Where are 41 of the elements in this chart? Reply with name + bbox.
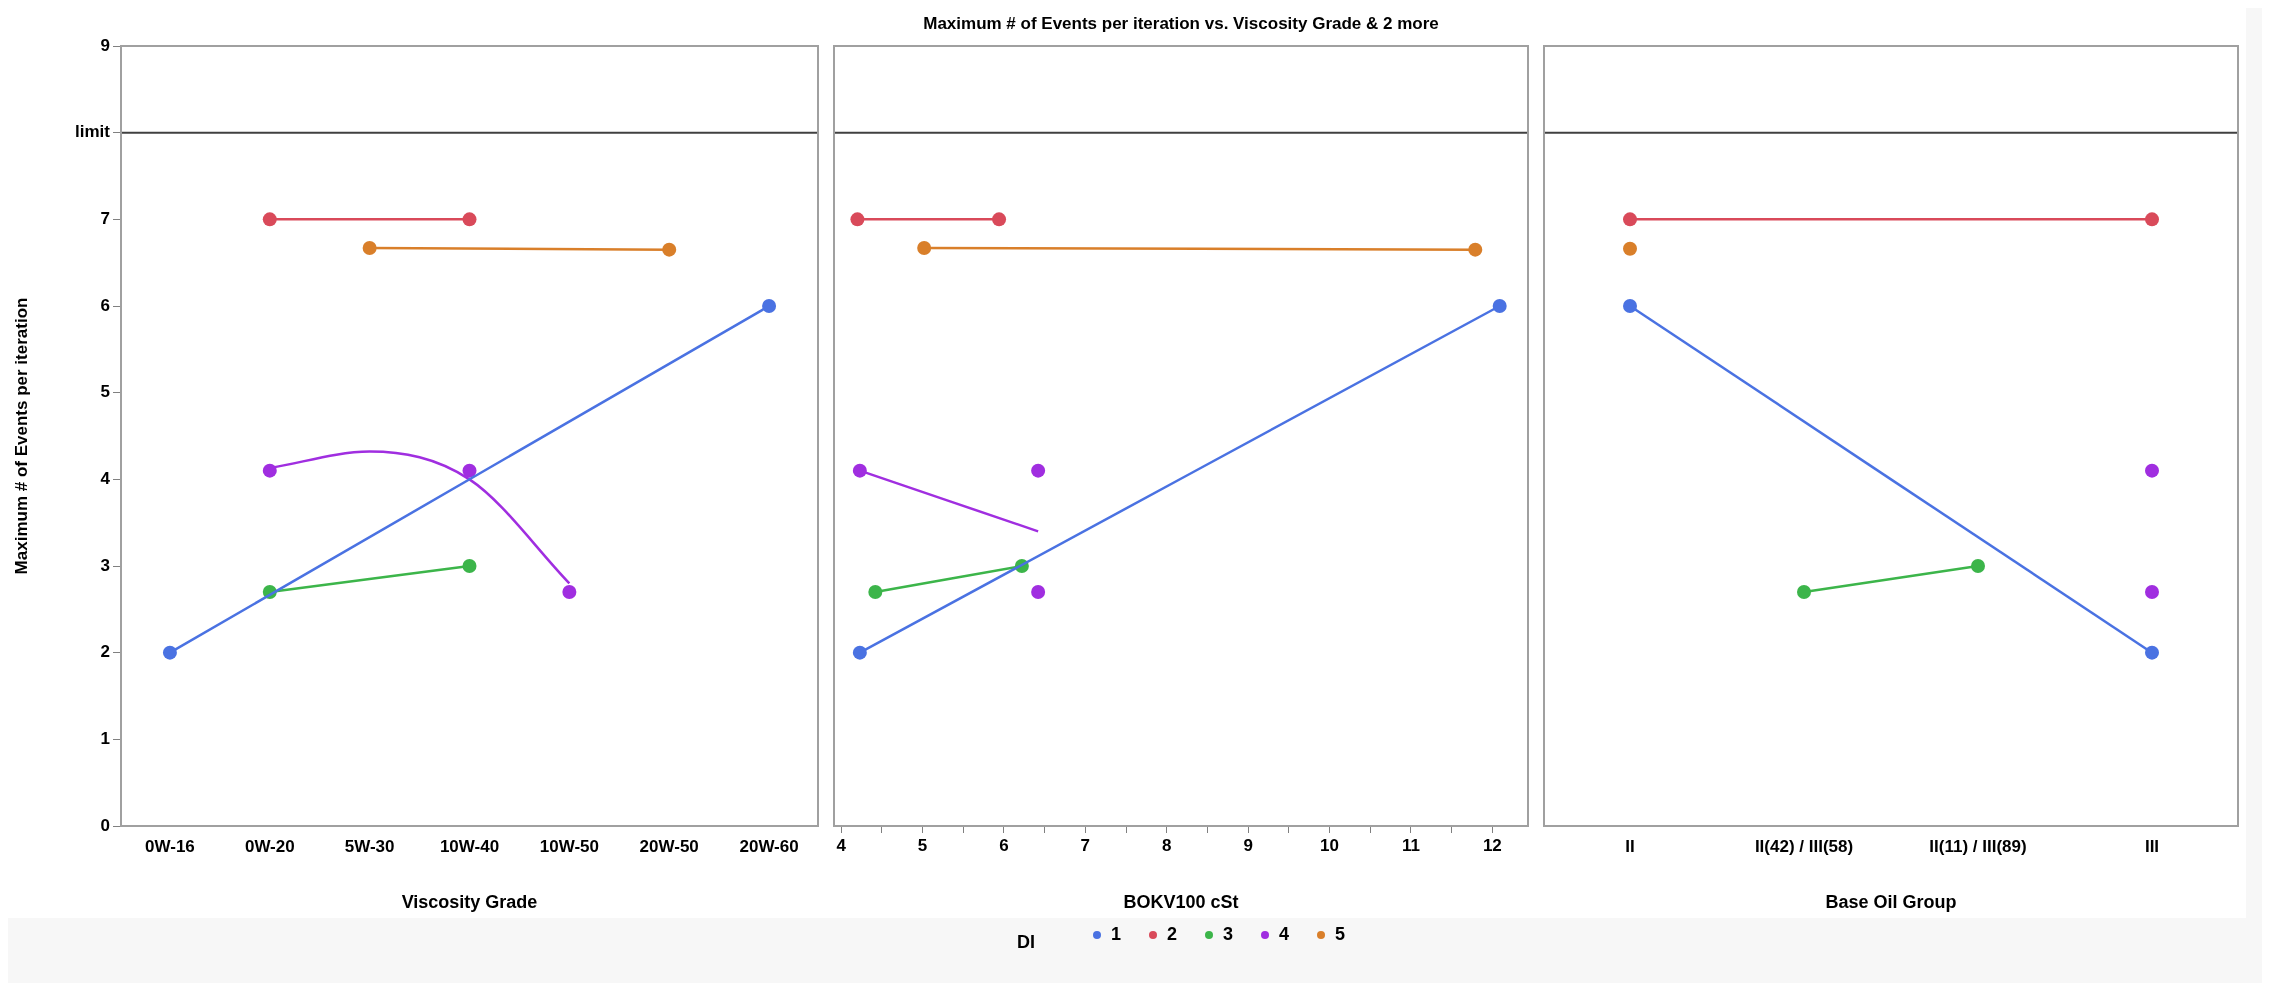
x-axis-title: BOKV100 cSt [1123, 892, 1239, 913]
legend-label: 3 [1222, 924, 1233, 945]
x-tick-label: 20W-60 [739, 836, 799, 856]
x-tick-label: II(42) / III(58) [1754, 836, 1854, 856]
x-tick-label: 7 [1080, 835, 1091, 855]
legend-title: DI [1016, 932, 1035, 953]
x-tick-label: III [2144, 836, 2160, 856]
legend-label: 1 [1110, 924, 1121, 945]
x-tick-label: 10W-40 [439, 836, 500, 856]
x-tick-label: II(11) / III(89) [1929, 836, 2027, 856]
y-axis-title: Maximum # of Events per iteration [11, 297, 31, 575]
y-tick-label: 6 [100, 295, 110, 315]
x-tick-label: 4 [836, 835, 847, 855]
y-tick-label: 1 [100, 729, 110, 749]
y-tick-label: 3 [100, 555, 110, 575]
y-tick-label: 4 [100, 469, 111, 489]
legend-label: 4 [1279, 924, 1290, 945]
x-tick-label: 0W-16 [145, 836, 195, 856]
y-tick-label: 2 [100, 642, 110, 662]
y-tick-label: limit [75, 122, 111, 142]
x-tick-label: 20W-50 [639, 836, 699, 856]
x-axis-title: Viscosity Grade [401, 892, 538, 913]
legend-label: 2 [1166, 924, 1177, 945]
chart-title: Maximum # of Events per iteration vs. Viscosity Grade & 2 more [923, 14, 1439, 33]
x-axis-title: Base Oil Group [1825, 892, 1957, 913]
legend-label: 5 [1335, 924, 1346, 945]
x-tick-label: 11 [1401, 835, 1420, 855]
x-tick-label: 0W-20 [244, 836, 295, 856]
x-tick-label: 10W-50 [539, 836, 599, 856]
x-tick-label: 8 [1162, 835, 1172, 855]
y-tick-label: 5 [100, 382, 110, 402]
y-tick-label: 7 [100, 209, 110, 229]
x-tick-label: 9 [1243, 835, 1253, 855]
x-tick-label: 5W-30 [344, 836, 395, 856]
y-tick-label: 9 [100, 35, 110, 55]
x-tick-label: 12 [1482, 835, 1502, 855]
y-tick-label: 0 [100, 815, 110, 835]
x-tick-label: II [1625, 836, 1635, 856]
x-tick-label: 6 [999, 835, 1009, 855]
x-tick-label: 5 [917, 835, 928, 855]
x-tick-label: 10 [1320, 835, 1340, 855]
